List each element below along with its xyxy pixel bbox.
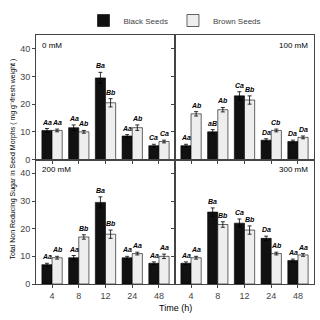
svg-text:aB: aB — [208, 120, 217, 127]
svg-text:4: 4 — [189, 291, 194, 301]
svg-text:8: 8 — [76, 291, 81, 301]
svg-text:0: 0 — [25, 155, 30, 165]
svg-text:Aa: Aa — [298, 244, 308, 251]
svg-text:Bb: Bb — [106, 220, 116, 227]
svg-text:10: 10 — [20, 251, 30, 261]
svg-text:Da: Da — [262, 226, 271, 233]
svg-text:Bb: Bb — [245, 216, 255, 223]
svg-text:Ba: Ba — [208, 198, 217, 205]
svg-text:Ca: Ca — [235, 209, 244, 216]
svg-text:Aa: Aa — [122, 125, 132, 132]
svg-text:Aa: Aa — [52, 119, 62, 126]
svg-text:Bb: Bb — [106, 89, 116, 96]
svg-text:200 mM: 200 mM — [42, 165, 71, 174]
svg-text:100 mM: 100 mM — [279, 41, 308, 50]
svg-text:48: 48 — [154, 291, 164, 301]
svg-text:40: 40 — [20, 168, 30, 178]
svg-text:Aa: Aa — [288, 249, 298, 256]
svg-text:300 mM: 300 mM — [279, 165, 308, 174]
svg-text:Time (h): Time (h) — [159, 303, 192, 313]
svg-text:Ab: Ab — [271, 242, 282, 249]
svg-text:Bb: Bb — [218, 212, 228, 219]
svg-text:Brown Seeds: Brown Seeds — [213, 17, 261, 26]
svg-text:24: 24 — [266, 291, 276, 301]
svg-text:Ba: Ba — [96, 62, 105, 69]
svg-text:Ab: Ab — [191, 102, 202, 109]
svg-text:12: 12 — [100, 291, 110, 301]
svg-text:Aa: Aa — [159, 244, 169, 251]
svg-text:10: 10 — [20, 127, 30, 137]
svg-text:Aa: Aa — [69, 115, 79, 122]
svg-text:Aa: Aa — [181, 252, 191, 259]
svg-text:Da: Da — [288, 130, 297, 137]
svg-text:Ca: Ca — [149, 134, 158, 141]
svg-text:24: 24 — [127, 291, 137, 301]
svg-text:Aa: Aa — [122, 246, 132, 253]
svg-text:Ab: Ab — [78, 120, 89, 127]
svg-text:Cb: Cb — [271, 119, 281, 126]
svg-text:Aa: Aa — [42, 253, 52, 260]
svg-text:Aa: Aa — [69, 246, 79, 253]
svg-text:30: 30 — [20, 196, 30, 206]
svg-text:Aa: Aa — [149, 252, 159, 259]
svg-text:8: 8 — [215, 291, 220, 301]
svg-text:Aa: Aa — [191, 246, 201, 253]
svg-text:Aa: Aa — [181, 134, 191, 141]
svg-text:Aa: Aa — [132, 242, 142, 249]
svg-text:20: 20 — [20, 99, 30, 109]
svg-text:4: 4 — [50, 291, 55, 301]
svg-text:Black Seeds: Black Seeds — [124, 17, 168, 26]
svg-text:12: 12 — [239, 291, 249, 301]
svg-text:40: 40 — [20, 44, 30, 54]
svg-text:Ab: Ab — [132, 115, 143, 122]
svg-text:Aa: Aa — [42, 119, 52, 126]
svg-text:20: 20 — [20, 224, 30, 234]
svg-text:Da: Da — [262, 129, 271, 136]
svg-text:Ba: Ba — [96, 187, 105, 194]
svg-text:30: 30 — [20, 72, 30, 82]
svg-text:Bb: Bb — [245, 86, 255, 93]
svg-text:Ca: Ca — [235, 82, 244, 89]
svg-text:Total Non Reducing Sugar in Se: Total Non Reducing Sugar in Seed Morphs … — [9, 59, 17, 260]
svg-text:Ca: Ca — [160, 130, 169, 137]
svg-text:0 mM: 0 mM — [42, 41, 62, 50]
svg-text:Bb: Bb — [79, 225, 89, 232]
svg-text:Da: Da — [299, 126, 308, 133]
svg-text:Ab: Ab — [52, 246, 63, 253]
svg-text:0: 0 — [25, 279, 30, 289]
svg-text:48: 48 — [293, 291, 303, 301]
svg-text:Ab: Ab — [217, 97, 228, 104]
